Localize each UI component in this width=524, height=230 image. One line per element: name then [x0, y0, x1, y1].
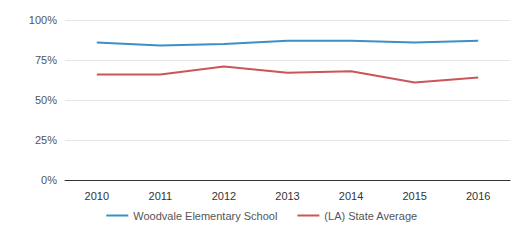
svg-text:2014: 2014 — [339, 190, 363, 202]
svg-text:25%: 25% — [35, 134, 57, 146]
svg-text:2016: 2016 — [466, 190, 490, 202]
svg-text:0%: 0% — [41, 174, 57, 186]
svg-text:2015: 2015 — [402, 190, 426, 202]
svg-text:(LA) State Average: (LA) State Average — [324, 210, 417, 222]
svg-text:75%: 75% — [35, 54, 57, 66]
svg-text:2013: 2013 — [275, 190, 299, 202]
svg-text:100%: 100% — [29, 14, 57, 26]
svg-text:2010: 2010 — [85, 190, 109, 202]
svg-text:50%: 50% — [35, 94, 57, 106]
svg-text:Woodvale Elementary School: Woodvale Elementary School — [133, 210, 277, 222]
svg-text:2012: 2012 — [212, 190, 236, 202]
svg-text:2011: 2011 — [149, 190, 173, 202]
